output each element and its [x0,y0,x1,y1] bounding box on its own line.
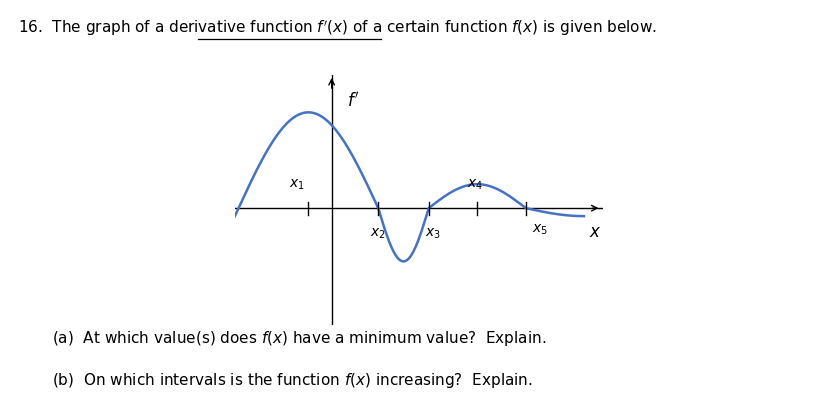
Text: $f'$: $f'$ [347,91,360,110]
Text: $x_5$: $x_5$ [531,223,547,237]
Text: $x$: $x$ [589,223,602,241]
Text: $x_2$: $x_2$ [370,227,386,241]
Text: (b)  On which intervals is the function $f(x)$ increasing?  Explain.: (b) On which intervals is the function $… [52,371,533,390]
Text: (a)  At which value(s) does $f(x)$ have a minimum value?  Explain.: (a) At which value(s) does $f(x)$ have a… [52,329,546,349]
Text: $x_1$: $x_1$ [289,178,305,192]
Text: 16.  The graph of a derivative function $f'(x)$ of a certain function $f(x)$ is : 16. The graph of a derivative function $… [18,19,658,38]
Text: $x_3$: $x_3$ [426,227,442,241]
Text: $x_4$: $x_4$ [468,178,484,192]
